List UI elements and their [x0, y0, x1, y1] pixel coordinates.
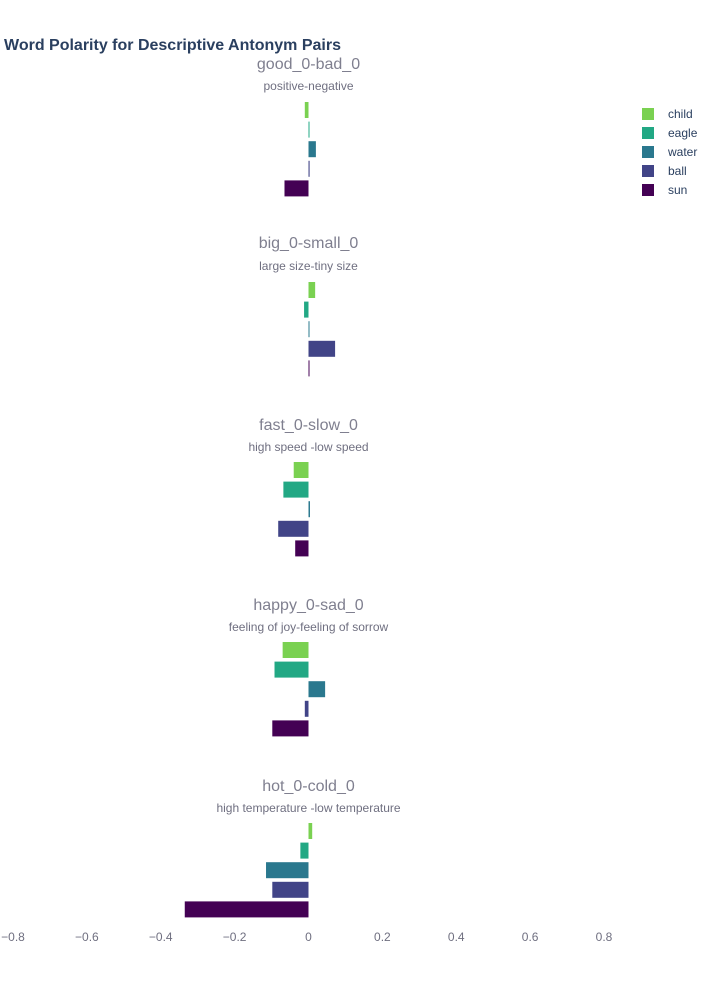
chart-title: Word Polarity for Descriptive Antonym Pa… — [4, 37, 341, 54]
bar-ball — [272, 881, 309, 898]
bar-child — [304, 102, 309, 118]
panel-subtitle: feeling of joy-feeling of sorrow — [229, 620, 389, 634]
bar-water — [308, 681, 326, 698]
legend-swatch-eagle — [642, 127, 654, 139]
bar-eagle — [308, 121, 310, 138]
bar-ball — [308, 160, 310, 177]
bar-child — [293, 462, 309, 478]
panel-title: happy_0-sad_0 — [253, 597, 363, 614]
x-axis: −0.8 −0.6 −0.4 −0.2 0 0.2 0.4 0.6 0.8 — [1, 930, 613, 944]
bar-sun — [308, 360, 310, 377]
legend-label-ball: ball — [668, 164, 687, 178]
legend: child eagle water ball sun — [642, 107, 698, 197]
legend-swatch-water — [642, 146, 654, 158]
bar-eagle — [283, 481, 309, 498]
bar-ball — [278, 520, 309, 537]
legend-label-child: child — [668, 107, 693, 121]
panel-subtitle: high temperature -low temperature — [216, 801, 400, 815]
legend-label-sun: sun — [668, 183, 687, 197]
bar-water — [308, 141, 316, 158]
bar-eagle — [274, 661, 309, 678]
x-tick-label: −0.2 — [223, 930, 247, 944]
panel-title: hot_0-cold_0 — [262, 778, 355, 795]
bar-ball — [304, 700, 309, 717]
bar-child — [308, 282, 316, 298]
bar-water — [308, 501, 310, 518]
legend-swatch-sun — [642, 184, 654, 196]
x-tick-label: 0.2 — [374, 930, 391, 944]
x-tick-label: −0.6 — [75, 930, 99, 944]
panel-title: big_0-small_0 — [259, 235, 359, 252]
x-tick-label: 0.4 — [448, 930, 465, 944]
bar-child — [308, 823, 313, 839]
legend-label-eagle: eagle — [668, 126, 698, 140]
panel-title: fast_0-slow_0 — [259, 417, 358, 434]
bar-water — [308, 321, 310, 338]
panel-good_0-bad_0: good_0-bad_0 positive-negative — [257, 56, 360, 197]
panels-group: good_0-bad_0 positive-negative big_0-small… — [184, 56, 401, 918]
x-tick-label: −0.4 — [149, 930, 173, 944]
legend-label-water: water — [667, 145, 697, 159]
bar-eagle — [304, 301, 309, 318]
bar-water — [266, 862, 309, 879]
bar-ball — [308, 340, 336, 357]
x-tick-label: 0.6 — [522, 930, 539, 944]
panel-subtitle: positive-negative — [263, 79, 353, 93]
panel-title: good_0-bad_0 — [257, 56, 360, 73]
panel-subtitle: high speed -low speed — [248, 440, 368, 454]
panel-subtitle: large size-tiny size — [259, 259, 358, 273]
legend-swatch-child — [642, 108, 654, 120]
x-tick-label: 0 — [305, 930, 312, 944]
bar-sun — [272, 720, 309, 737]
bar-child — [282, 642, 309, 658]
bar-sun — [184, 901, 309, 918]
bar-eagle — [300, 842, 309, 859]
legend-swatch-ball — [642, 165, 654, 177]
x-tick-label: −0.8 — [1, 930, 25, 944]
bar-sun — [295, 540, 309, 557]
bar-sun — [284, 180, 309, 197]
x-tick-label: 0.8 — [596, 930, 613, 944]
